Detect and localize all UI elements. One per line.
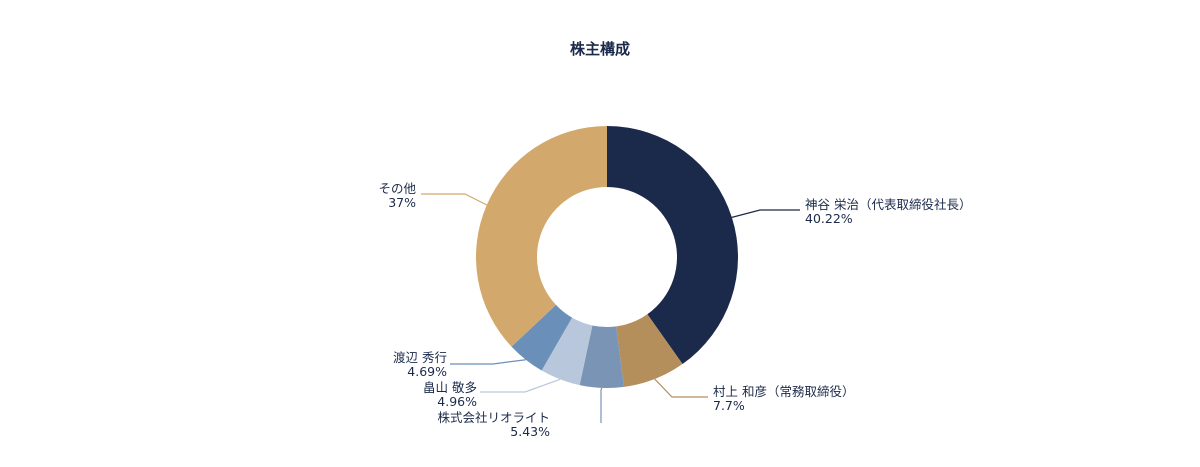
slice-label-name: 渡辺 秀行 [393, 350, 447, 365]
slice-label-value: 37% [388, 195, 416, 210]
leader-line [600, 387, 603, 423]
slice-label-value: 5.43% [510, 424, 550, 439]
leader-line [480, 378, 561, 393]
slice-label-kamiya: 神谷 栄治（代表取締役社長） 40.22% [805, 197, 971, 226]
donut-slice[interactable] [616, 314, 683, 387]
slice-label-hatakeyama: 畠山 敬多 4.96% [423, 380, 477, 409]
leader-lines [421, 193, 800, 423]
donut-slice[interactable] [607, 126, 738, 365]
slice-label-other: その他 37% [378, 181, 416, 210]
chart-title: 株主構成 [569, 40, 630, 58]
slice-label-value: 40.22% [805, 211, 853, 226]
slice-label-name: 村上 和彦（常務取締役） [713, 384, 854, 399]
slice-label-murakami: 村上 和彦（常務取締役） 7.7% [713, 384, 854, 413]
slice-label-name: 畠山 敬多 [423, 380, 477, 395]
slice-label-value: 4.96% [437, 394, 477, 409]
leader-line [421, 193, 488, 206]
leader-line [654, 378, 708, 398]
donut-slice[interactable] [579, 325, 625, 388]
slice-label-name: 株式会社リオライト [437, 410, 550, 425]
slice-label-value: 4.69% [407, 364, 447, 379]
donut-slices [476, 126, 738, 388]
leader-line [731, 209, 800, 218]
slice-label-watanabe: 渡辺 秀行 4.69% [393, 350, 447, 379]
donut-slice[interactable] [511, 304, 573, 371]
donut-slice[interactable] [541, 317, 593, 386]
donut-slice[interactable] [476, 126, 607, 347]
leader-line [450, 359, 526, 365]
slice-label-name: その他 [378, 181, 416, 196]
slice-label-rioraito: 株式会社リオライト 5.43% [437, 410, 550, 439]
slice-label-value: 7.7% [713, 398, 745, 413]
slice-label-name: 神谷 栄治（代表取締役社長） [805, 197, 971, 212]
